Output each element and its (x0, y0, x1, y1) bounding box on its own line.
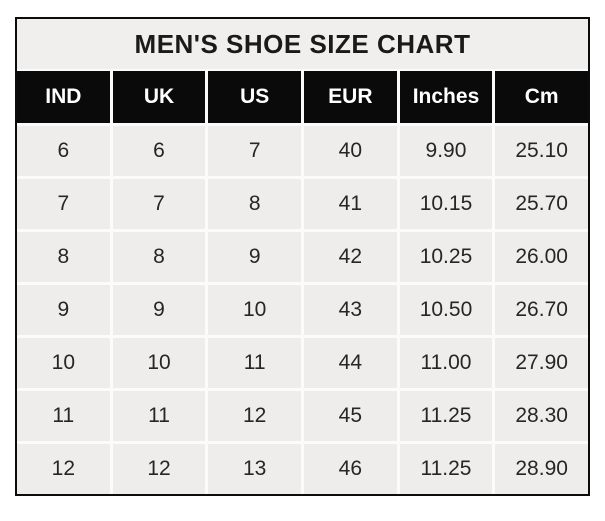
table-cell: 27.90 (495, 338, 588, 388)
table-cell: 9 (208, 232, 301, 282)
table-cell: 10.25 (399, 232, 493, 282)
table-cell: 10.15 (399, 179, 493, 229)
table-cell: 11.25 (399, 444, 493, 494)
table-cell: 46 (303, 444, 397, 494)
table-cell: 8 (17, 232, 110, 282)
table-cell: 10 (208, 285, 301, 335)
table-cell: 7 (112, 179, 206, 229)
table-cell: 6 (17, 126, 110, 176)
table-cell: 9.90 (399, 126, 493, 176)
table-cell: 25.10 (495, 126, 588, 176)
table-cell: 25.70 (495, 179, 588, 229)
header-cell-inches: Inches (399, 71, 493, 123)
table-cell: 9 (112, 285, 206, 335)
table-cell: 10 (17, 338, 110, 388)
header-cell-ind: IND (17, 71, 110, 123)
table-cell: 9 (17, 285, 110, 335)
chart-title: MEN'S SHOE SIZE CHART (17, 19, 588, 71)
table-cell: 6 (112, 126, 206, 176)
table-cell: 42 (303, 232, 397, 282)
size-grid: IND UK US EUR Inches Cm 6 6 7 40 9.90 25… (17, 71, 588, 494)
table-cell: 26.70 (495, 285, 588, 335)
header-cell-cm: Cm (495, 71, 588, 123)
table-cell: 12 (112, 444, 206, 494)
table-cell: 8 (208, 179, 301, 229)
header-cell-uk: UK (112, 71, 206, 123)
table-cell: 41 (303, 179, 397, 229)
header-cell-eur: EUR (303, 71, 397, 123)
table-cell: 28.90 (495, 444, 588, 494)
table-cell: 26.00 (495, 232, 588, 282)
table-cell: 11.25 (399, 391, 493, 441)
table-cell: 7 (17, 179, 110, 229)
table-cell: 12 (17, 444, 110, 494)
table-cell: 44 (303, 338, 397, 388)
table-cell: 43 (303, 285, 397, 335)
header-cell-us: US (208, 71, 301, 123)
table-cell: 7 (208, 126, 301, 176)
table-cell: 28.30 (495, 391, 588, 441)
table-cell: 10 (112, 338, 206, 388)
table-cell: 11 (112, 391, 206, 441)
size-chart-table: MEN'S SHOE SIZE CHART IND UK US EUR Inch… (15, 17, 590, 496)
table-cell: 12 (208, 391, 301, 441)
table-cell: 11 (17, 391, 110, 441)
table-cell: 10.50 (399, 285, 493, 335)
table-cell: 11 (208, 338, 301, 388)
table-cell: 13 (208, 444, 301, 494)
table-cell: 45 (303, 391, 397, 441)
table-cell: 8 (112, 232, 206, 282)
table-cell: 11.00 (399, 338, 493, 388)
table-cell: 40 (303, 126, 397, 176)
